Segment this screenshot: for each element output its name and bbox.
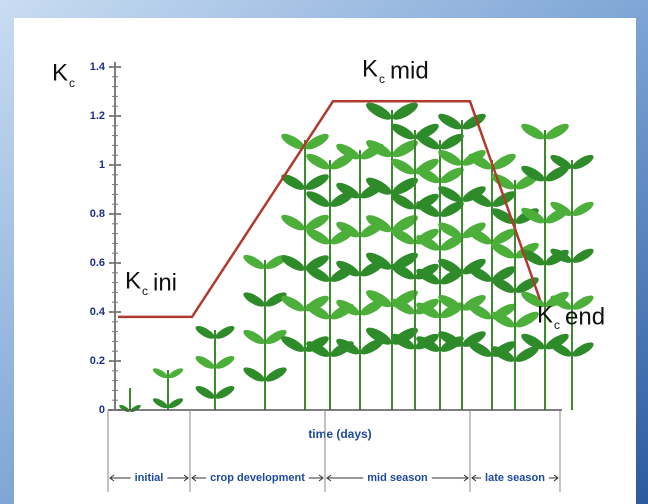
y-tick-label: 1.4 — [90, 61, 106, 73]
y-tick-label: 1 — [99, 159, 105, 171]
annotation-tail: end — [565, 303, 605, 330]
annotation-sub: c — [554, 318, 560, 332]
y-tick-label: 0.6 — [90, 257, 105, 269]
y-tick-label: 0 — [99, 404, 105, 416]
annotation-main: K — [537, 301, 553, 328]
annotation-sub: c — [142, 284, 148, 298]
annotation-tail: mid — [390, 57, 429, 84]
chart: K c time (days) 0 0.2 0.4 0.6 0.8 1 1.2 1.4 init… — [0, 0, 648, 504]
y-tick-label: 1.2 — [90, 110, 105, 122]
y-tick-label: 0.8 — [90, 208, 105, 220]
y-label-main: K — [52, 59, 68, 86]
annotation-sub: c — [379, 72, 385, 86]
y-tick-label: 0.4 — [90, 306, 106, 318]
stage-label: mid season — [367, 472, 428, 484]
stage-label: crop development — [210, 472, 305, 484]
stage-label: initial — [135, 472, 164, 484]
stage-label: late season — [485, 472, 545, 484]
annotation-main: K — [362, 55, 378, 82]
y-label-sub: c — [69, 76, 75, 90]
x-label: time (days) — [308, 427, 371, 441]
y-tick-label: 0.2 — [90, 355, 105, 367]
annotation-tail: ini — [153, 269, 177, 296]
annotation-main: K — [125, 267, 141, 294]
